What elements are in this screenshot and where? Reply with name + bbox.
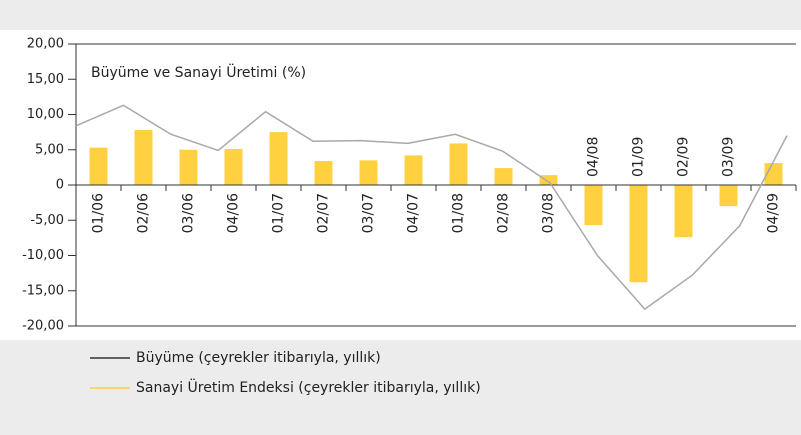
x-tick-label: 02/08 [496,193,512,233]
y-tick-label: -10,00 [22,248,64,263]
y-tick-label: 5,00 [35,142,64,157]
bar [674,185,693,238]
growth-line [75,104,788,311]
bar [404,155,423,185]
x-tick-label: 03/08 [541,193,557,233]
bar [359,160,378,185]
x-tick-label: 01/08 [451,193,467,233]
legend-label: Sanayi Üretim Endeksi (çeyrekler itibarı… [136,378,481,396]
y-tick-label: -15,00 [22,283,64,298]
y-tick-label: 15,00 [27,72,64,87]
x-tick-label: 04/07 [406,193,422,233]
y-tick-label: -20,00 [22,319,64,334]
bar [539,175,558,185]
x-tick-label: 04/09 [766,193,782,233]
bar [179,149,198,185]
bar [449,143,468,185]
x-tick-label: 02/06 [136,193,152,233]
bar [494,168,513,185]
bar [89,147,108,185]
x-tick-label: 01/09 [631,137,647,177]
bar [269,132,288,185]
x-tick-label: 03/06 [181,193,197,233]
x-tick-label: 01/07 [271,193,287,233]
x-tick-label: 04/08 [586,137,602,177]
bar [719,185,738,207]
y-tick-label: -5,00 [30,213,64,228]
x-tick-label: 04/06 [226,193,242,233]
y-tick-label: 20,00 [27,37,64,52]
x-tick-label: 02/09 [676,137,692,177]
bar [224,149,243,185]
chart-title: Büyüme ve Sanayi Üretimi (%) [91,63,306,81]
y-tick-label: 0 [56,178,64,193]
bar [584,185,603,226]
y-tick-label: 10,00 [27,107,64,122]
x-tick-label: 03/07 [361,193,377,233]
x-tick-label: 01/06 [91,193,107,233]
bar [134,130,153,185]
bar [314,161,333,185]
bar [629,185,648,283]
x-tick-label: 03/09 [721,137,737,177]
x-tick-label: 02/07 [316,193,332,233]
legend-label: Büyüme (çeyrekler itibarıyla, yıllık) [136,350,381,366]
